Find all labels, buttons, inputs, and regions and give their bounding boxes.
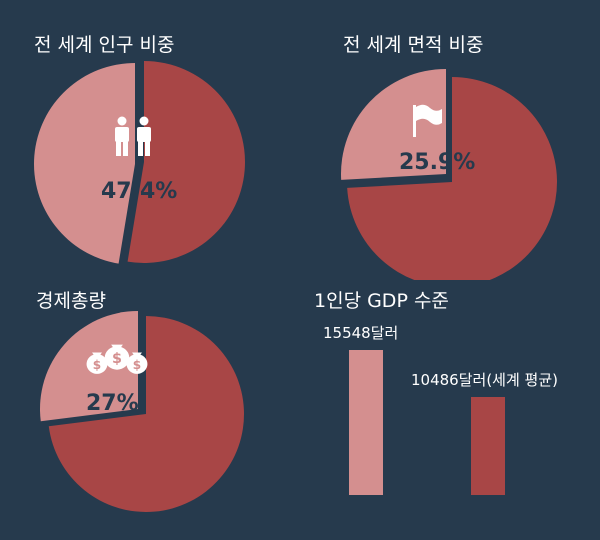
bar-china (349, 350, 383, 495)
pie-slice-area-remainder (347, 77, 557, 280)
pie-label-area: 25.9% (399, 150, 475, 175)
bar-data-label-world-average: 10486달러(세계 평균) (411, 371, 558, 390)
pie-title-population: 전 세계 인구 비중 (34, 34, 175, 56)
pie-chart-area: 25.9% (341, 69, 557, 280)
pie-slice-population-highlight (34, 63, 136, 264)
pie-highlight-group-population: 47.4% (34, 63, 177, 264)
svg-text:$: $ (112, 351, 122, 367)
money-bags-icon: $ $ $ (86, 344, 148, 374)
bar-data-label-china: 15548달러 (323, 324, 399, 342)
pie-slice-economy-remainder (48, 316, 244, 512)
pie-slice-population-remainder (127, 61, 246, 263)
pie-chart-economy: $ $ $27% (40, 311, 244, 512)
bar-title-gdp: 1인당 GDP 수준 (314, 290, 449, 312)
pie-title-area: 전 세계 면적 비중 (343, 34, 484, 56)
pie-highlight-group-area: 25.9% (341, 69, 475, 180)
pie-label-population: 47.4% (101, 179, 177, 204)
bar-world-average (471, 397, 505, 495)
pie-slice-area-highlight (341, 69, 446, 180)
svg-text:$: $ (133, 358, 141, 372)
pie-label-economy: 27% (86, 391, 139, 416)
pie-highlight-group-economy: $ $ $27% (40, 311, 148, 422)
svg-text:$: $ (93, 358, 101, 372)
pie-chart-population: 47.4% (34, 61, 246, 264)
people-icon (115, 116, 151, 156)
pie-title-economy: 경제총량 (36, 290, 106, 312)
flag-icon (413, 104, 442, 137)
